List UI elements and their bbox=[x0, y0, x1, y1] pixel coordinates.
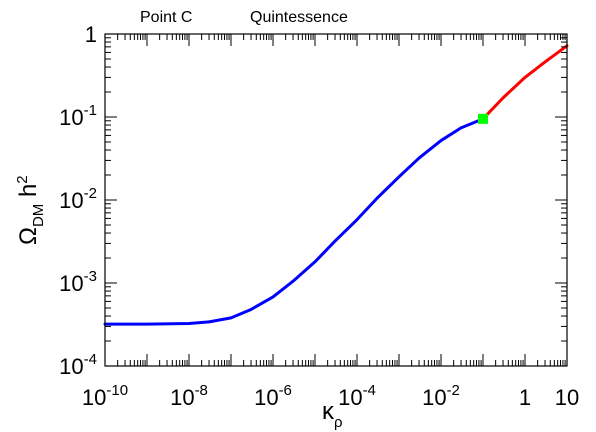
x-tick-label: 10-8 bbox=[170, 382, 208, 410]
x-tick-label: 10-4 bbox=[338, 382, 376, 410]
series-lines bbox=[103, 44, 569, 326]
y-axis-symbol: Ω bbox=[15, 227, 42, 245]
tick-labels: 10-10 10-8 10-6 10-4 10-2 1 10 10-4 10-3 10-2 10-1… bbox=[59, 22, 579, 410]
chart-header-point: Point C bbox=[140, 9, 192, 26]
y-axis-superscript: 2 bbox=[14, 175, 31, 183]
y-tick-label: 10-3 bbox=[59, 268, 97, 296]
x-axis-label: κρ bbox=[322, 398, 343, 431]
axis-ticks bbox=[104, 33, 568, 367]
x-axis-symbol: κ bbox=[322, 398, 335, 425]
x-tick-label: 10-2 bbox=[422, 382, 460, 410]
series-line-0 bbox=[103, 117, 485, 326]
chart-header-model: Quintessence bbox=[250, 9, 348, 26]
y-tick-label: 10-4 bbox=[59, 351, 97, 379]
x-tick-label: 10-6 bbox=[254, 382, 292, 410]
x-tick-label: 10 bbox=[555, 385, 579, 410]
plot-frame bbox=[104, 33, 568, 367]
y-axis-label: ΩDM h2 bbox=[14, 175, 47, 245]
point-marker-0 bbox=[478, 113, 488, 124]
y-tick-label: 10-2 bbox=[59, 185, 97, 213]
series-line-1 bbox=[481, 44, 569, 121]
y-axis-subscript: DM bbox=[30, 204, 47, 227]
x-axis-subscript: ρ bbox=[334, 414, 343, 431]
y-tick-label: 10-1 bbox=[59, 102, 97, 130]
x-tick-label: 10-10 bbox=[82, 382, 128, 410]
y-axis-suffix: h bbox=[15, 184, 42, 204]
x-tick-label: 1 bbox=[519, 385, 531, 410]
markers bbox=[478, 113, 488, 124]
y-tick-label: 1 bbox=[85, 22, 97, 47]
